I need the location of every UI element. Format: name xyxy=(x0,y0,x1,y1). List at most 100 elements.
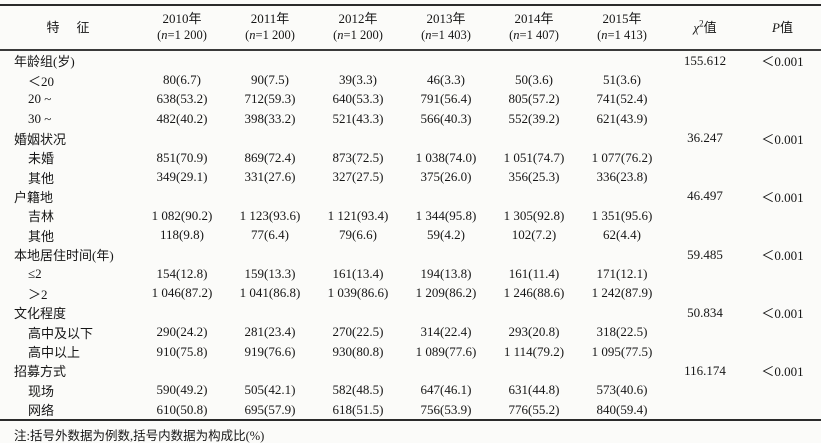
cell-value: 1 121(93.4) xyxy=(327,207,389,223)
section-row: 本地居住时间(年) 59.485 ＜0.001 xyxy=(0,245,821,264)
empty-cell xyxy=(744,322,821,341)
empty-cell xyxy=(314,361,402,380)
cell-value: 1 305(92.8) xyxy=(503,207,565,223)
empty-cell xyxy=(666,264,744,283)
empty-cell xyxy=(314,187,402,206)
row-label: 30 ~ xyxy=(28,110,52,126)
empty-cell xyxy=(744,400,821,420)
empty-cell xyxy=(490,245,578,264)
empty-cell xyxy=(666,167,744,186)
cell-value: 59(4.2) xyxy=(427,227,465,243)
cell-value: 349(29.1) xyxy=(156,169,208,185)
table-row: 30 ~ 482(40.2) 398(33.2) 521(43.3) 566(40.3)… xyxy=(0,109,821,128)
cell-value: 77(6.4) xyxy=(251,227,289,243)
cell-value: 1 344(95.8) xyxy=(415,207,477,223)
cell-value: 756(53.9) xyxy=(420,401,472,417)
cell-value: 118(9.8) xyxy=(160,227,204,243)
cell-value: 869(72.4) xyxy=(244,149,296,165)
section-row: 年龄组(岁) 155.612 ＜0.001 xyxy=(0,50,821,70)
chi-square-value: 46.497 xyxy=(687,188,723,204)
cell-value: 1 041(86.8) xyxy=(239,285,301,301)
empty-cell xyxy=(226,303,314,322)
characteristics-table: 特 征 2010年 (n=1 200) 2011年 (n=1 200) 2012年 (n=… xyxy=(0,4,821,422)
empty-cell xyxy=(744,284,821,303)
section-label: 户籍地 xyxy=(14,189,54,205)
cell-value: 1 095(77.5) xyxy=(591,343,653,359)
cell-value: 851(70.9) xyxy=(156,149,208,165)
cell-value: 873(72.5) xyxy=(332,149,384,165)
section-label: 本地居住时间(年) xyxy=(14,248,114,264)
cell-value: 1 351(95.6) xyxy=(591,207,653,223)
empty-cell xyxy=(744,264,821,283)
empty-cell xyxy=(744,342,821,361)
row-label: 高中及以下 xyxy=(28,325,94,341)
cell-value: 375(26.0) xyxy=(420,169,472,185)
cell-value: 80(6.7) xyxy=(163,72,201,88)
empty-cell xyxy=(578,129,666,148)
empty-cell xyxy=(744,206,821,225)
empty-cell xyxy=(314,303,402,322)
cell-value: 640(53.3) xyxy=(332,91,384,107)
cell-value: 281(23.4) xyxy=(244,324,296,340)
section-row: 户籍地 46.497 ＜0.001 xyxy=(0,187,821,206)
empty-cell xyxy=(744,148,821,167)
cell-value: 638(53.2) xyxy=(156,91,208,107)
cell-value: 50(3.6) xyxy=(515,72,553,88)
empty-cell xyxy=(578,303,666,322)
p-value: ＜0.001 xyxy=(761,306,804,322)
cell-value: 482(40.2) xyxy=(156,110,208,126)
p-value: ＜0.001 xyxy=(761,248,804,264)
p-symbol: P xyxy=(772,19,780,35)
empty-cell xyxy=(226,245,314,264)
sample-size-label: (n=1 200) xyxy=(333,28,383,42)
cell-value: 741(52.4) xyxy=(596,91,648,107)
cell-value: 791(56.4) xyxy=(420,91,472,107)
empty-cell xyxy=(744,167,821,186)
table-row: 未婚 851(70.9) 869(72.4) 873(72.5) 1 038(74.0)… xyxy=(0,148,821,167)
chi-superscript: 2 xyxy=(699,18,704,29)
empty-cell xyxy=(138,245,226,264)
empty-cell xyxy=(744,226,821,245)
empty-cell xyxy=(666,284,744,303)
table-row: 网络 610(50.8) 695(57.9) 618(51.5) 756(53.9) 77… xyxy=(0,400,821,420)
sample-size-label: (n=1 403) xyxy=(421,28,471,42)
table-row: ≤2 154(12.8) 159(13.3) 161(13.4) 194(13.8) 16… xyxy=(0,264,821,283)
cell-value: 505(42.1) xyxy=(244,382,296,398)
table-row: 20 ~ 638(53.2) 712(59.3) 640(53.3) 791(56.4)… xyxy=(0,90,821,109)
sample-size-label: (n=1 200) xyxy=(245,28,295,42)
cell-value: 46(3.3) xyxy=(427,72,465,88)
cell-value: 90(7.5) xyxy=(251,72,289,88)
table-row: 其他 349(29.1) 331(27.6) 327(27.5) 375(26.0) 35… xyxy=(0,167,821,186)
year-column-header-5: 2015年 (n=1 413) xyxy=(578,5,666,51)
section-label: 婚姻状况 xyxy=(14,131,67,147)
empty-cell xyxy=(314,50,402,70)
cell-value: 1 038(74.0) xyxy=(415,149,477,165)
cell-value: 398(33.2) xyxy=(244,110,296,126)
empty-cell xyxy=(226,50,314,70)
p-value-column-header: P值 xyxy=(744,5,821,51)
row-label: 其他 xyxy=(28,228,55,244)
empty-cell xyxy=(744,70,821,89)
empty-cell xyxy=(666,400,744,420)
chi-square-column-header: χ2值 xyxy=(666,5,744,51)
table-row: 现场 590(49.2) 505(42.1) 582(48.5) 647(46.1) 63… xyxy=(0,381,821,400)
empty-cell xyxy=(666,70,744,89)
empty-cell xyxy=(490,187,578,206)
empty-cell xyxy=(666,148,744,167)
cell-value: 79(6.6) xyxy=(339,227,377,243)
cell-value: 712(59.3) xyxy=(244,91,296,107)
year-column-header-1: 2011年 (n=1 200) xyxy=(226,5,314,51)
empty-cell xyxy=(490,50,578,70)
empty-cell xyxy=(666,322,744,341)
section-row: 文化程度 50.834 ＜0.001 xyxy=(0,303,821,322)
cell-value: 582(48.5) xyxy=(332,382,384,398)
chi-square-value: 36.247 xyxy=(687,130,723,146)
cell-value: 194(13.8) xyxy=(420,265,472,281)
empty-cell xyxy=(490,303,578,322)
table-row: 高中以上 910(75.8) 919(76.6) 930(80.8) 1 089(77.… xyxy=(0,342,821,361)
cell-value: 618(51.5) xyxy=(332,401,384,417)
table-footnote: 注:括号外数据为例数,括号内数据为构成比(%) xyxy=(14,429,265,443)
section-label: 年龄组(岁) xyxy=(14,54,75,70)
year-label: 2013年 xyxy=(426,11,466,26)
